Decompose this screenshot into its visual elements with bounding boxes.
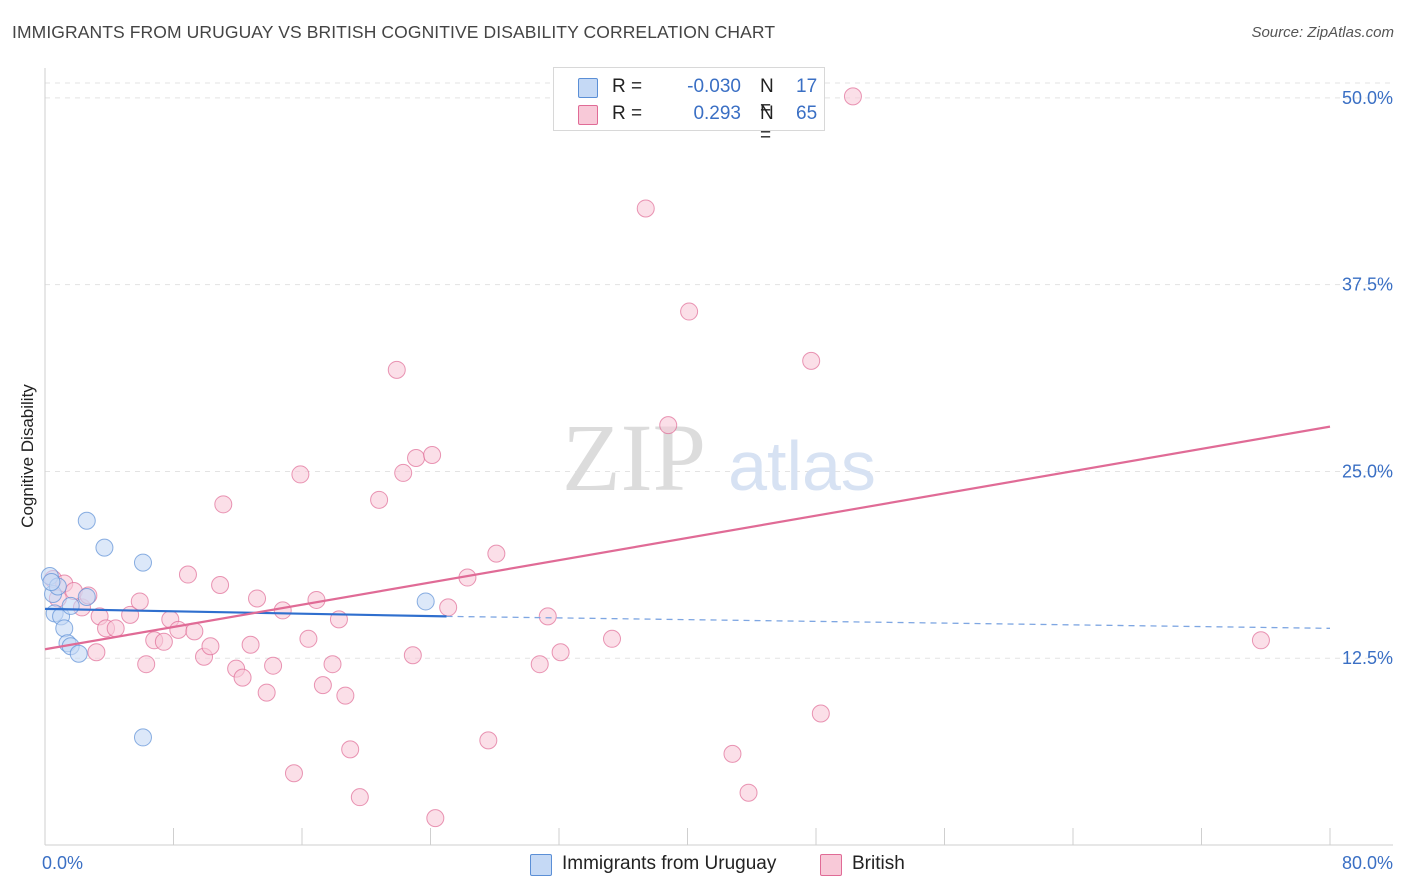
british-point <box>350 788 369 807</box>
uruguay-point <box>416 592 435 611</box>
uruguay-point <box>133 553 152 572</box>
british-point <box>426 809 445 828</box>
watermark: ZIP atlas <box>562 404 876 511</box>
british-point <box>178 565 197 584</box>
trend-lines <box>44 425 1331 651</box>
x-tick-label-max: 80.0% <box>1342 853 1393 873</box>
chart-title: IMMIGRANTS FROM URUGUAY VS BRITISH COGNI… <box>12 22 776 42</box>
y-tick-label: 37.5% <box>1342 275 1393 295</box>
bottom-legend-label-british: British <box>852 853 905 874</box>
legend-r-value-uruguay: -0.030 <box>687 76 741 97</box>
british-point <box>394 463 413 482</box>
british-point <box>341 740 360 759</box>
watermark-zip: ZIP <box>562 404 706 511</box>
british-point <box>291 465 310 484</box>
british-point <box>407 448 426 467</box>
british-point <box>479 731 498 750</box>
axes <box>44 68 1393 846</box>
uruguay-points <box>40 511 435 747</box>
watermark-atlas: atlas <box>728 427 876 505</box>
legend-n-value-uruguay: 17 <box>796 76 818 97</box>
british-point <box>87 643 106 662</box>
british-point <box>403 646 422 665</box>
legend-swatch-uruguay <box>578 78 598 98</box>
uruguay-point <box>69 644 88 663</box>
uruguay-point <box>77 587 96 606</box>
british-point <box>843 87 862 106</box>
british-point <box>659 416 678 435</box>
uruguay-point <box>55 619 74 638</box>
british-point <box>137 655 156 674</box>
legend-box: R = -0.030 N = 17 R = 0.293 N = 65 <box>553 67 825 146</box>
british-point <box>530 655 549 674</box>
british-point <box>284 764 303 783</box>
uruguay-point <box>95 538 114 557</box>
british-point <box>811 704 830 723</box>
y-tick-label: 12.5% <box>1342 648 1393 668</box>
british-point <box>233 668 252 687</box>
british-point <box>241 635 260 654</box>
british-point <box>551 643 570 662</box>
british-point <box>538 607 557 626</box>
uruguay-point <box>77 511 96 530</box>
bottom-legend-label-uruguay: Immigrants from Uruguay <box>562 853 777 874</box>
bottom-legend-swatch-british <box>820 854 842 876</box>
british-point <box>248 589 267 608</box>
british-point <box>169 620 188 639</box>
british-point <box>201 637 220 656</box>
british-trend-line <box>44 425 1331 651</box>
legend-r-label: R = <box>612 103 643 124</box>
uruguay-trend-line <box>44 607 447 618</box>
uruguay-point <box>61 596 80 615</box>
source-label: Source: ZipAtlas.com <box>1251 24 1394 41</box>
british-point <box>603 629 622 648</box>
british-point <box>487 544 506 563</box>
legend-swatch-british <box>578 105 598 125</box>
british-point <box>680 302 699 321</box>
british-point <box>106 619 125 638</box>
gridlines <box>45 82 1393 659</box>
british-point <box>264 656 283 675</box>
legend-n-label: N = <box>760 103 774 146</box>
y-tick-label: 25.0% <box>1342 461 1393 481</box>
british-point <box>313 676 332 695</box>
uruguay-point <box>42 573 61 592</box>
british-point <box>211 576 230 595</box>
bottom-legend-swatch-uruguay <box>530 854 552 876</box>
british-point <box>154 632 173 651</box>
british-point <box>336 686 355 705</box>
legend-r-label: R = <box>612 76 643 97</box>
x-tick-label-min: 0.0% <box>42 853 83 873</box>
british-point <box>370 490 389 509</box>
legend-r-value-british: 0.293 <box>693 103 741 124</box>
british-point <box>214 495 233 514</box>
legend-n-label: N = <box>760 76 774 119</box>
british-point <box>636 199 655 218</box>
british-point <box>423 446 442 465</box>
british-point <box>299 629 318 648</box>
british-point <box>802 351 821 370</box>
british-point <box>130 592 149 611</box>
legend-n-value-british: 65 <box>796 103 818 124</box>
uruguay-trend-extension <box>446 615 1331 629</box>
y-axis-label: Cognitive Disability <box>18 384 37 528</box>
british-point <box>387 360 406 379</box>
british-point <box>439 598 458 617</box>
british-point <box>323 655 342 674</box>
tick-labels: 12.5% 25.0% 37.5% 50.0% 0.0% 80.0% <box>42 88 1393 873</box>
british-point <box>307 590 326 609</box>
british-point <box>1251 631 1270 650</box>
y-tick-label: 50.0% <box>1342 88 1393 108</box>
british-point <box>273 601 292 620</box>
british-point <box>257 683 276 702</box>
british-point <box>739 783 758 802</box>
uruguay-point <box>133 728 152 747</box>
british-point <box>723 744 742 763</box>
